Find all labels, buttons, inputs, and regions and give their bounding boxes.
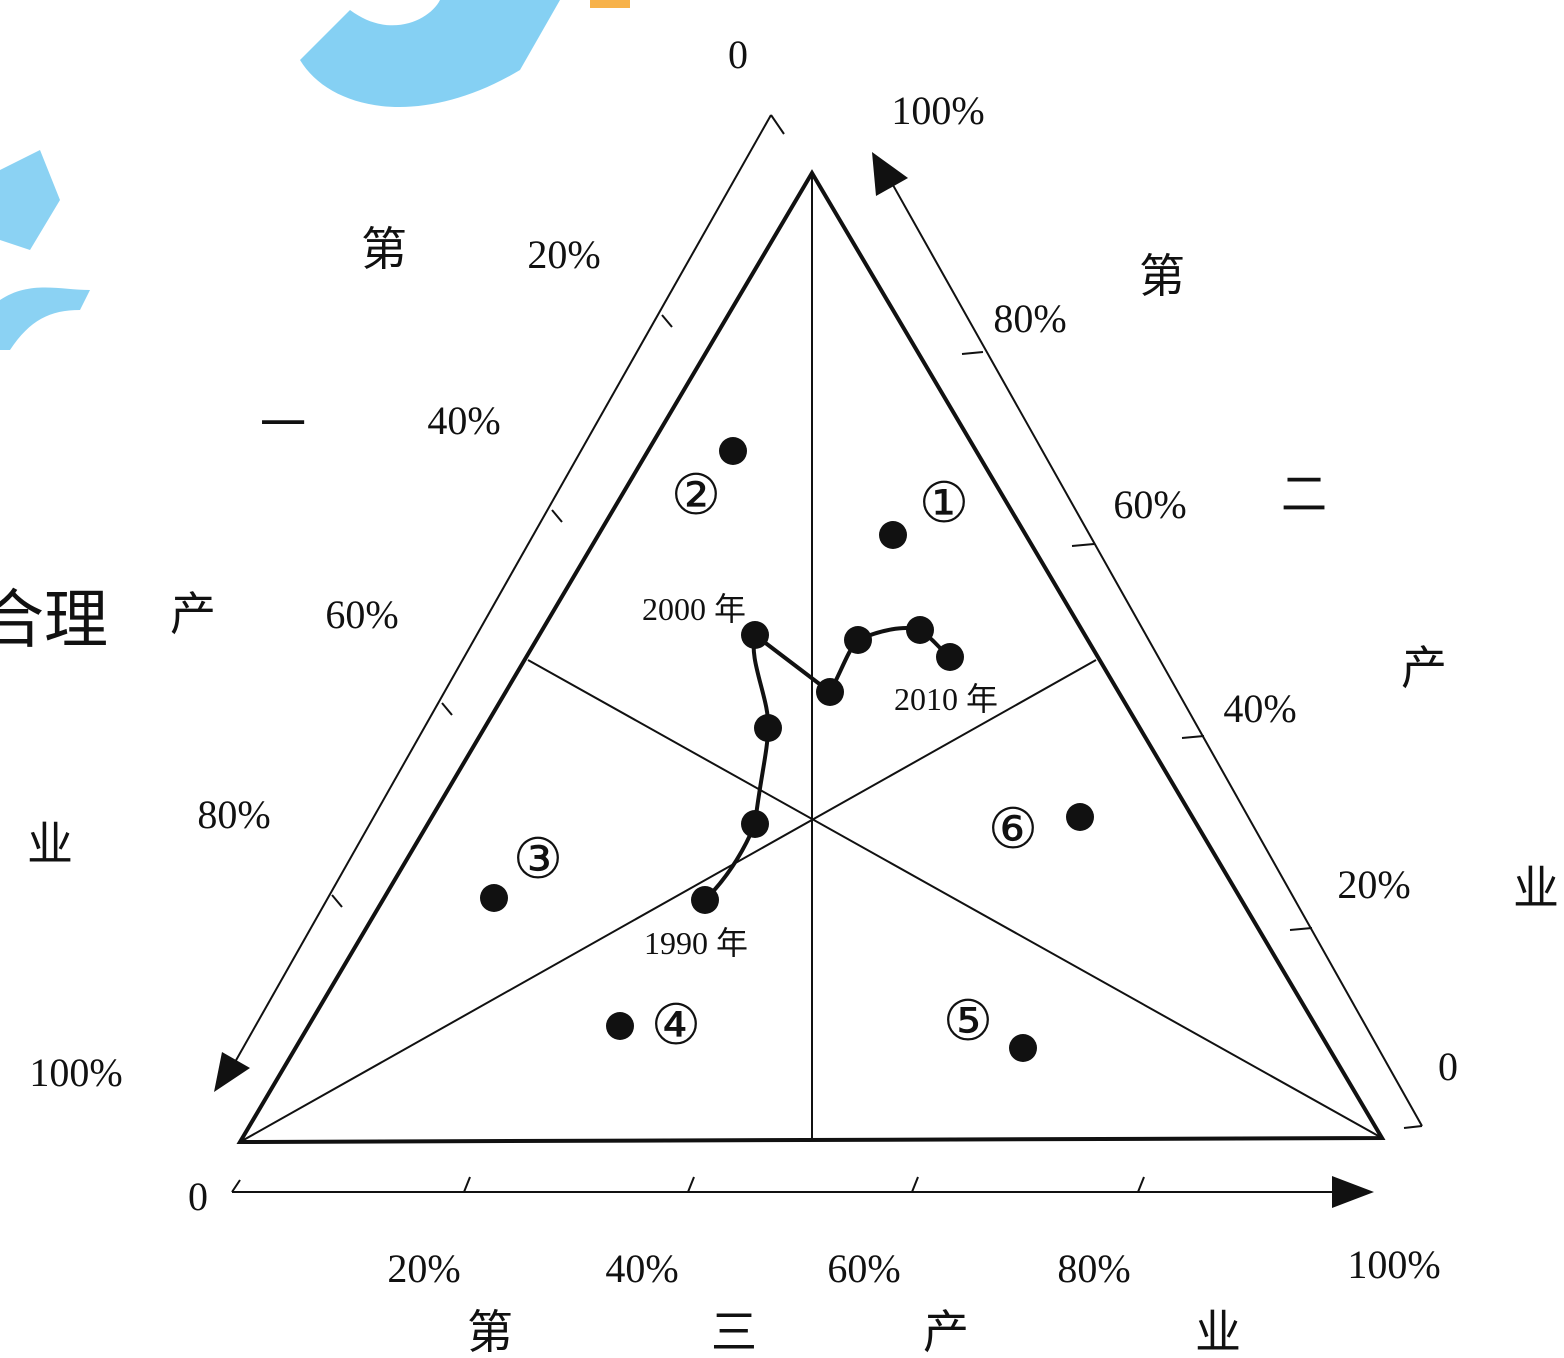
region-dot-3 — [480, 884, 508, 912]
bottom-axis-tick-60: 60% — [827, 1246, 900, 1291]
right-axis-tick-100: 100% — [891, 88, 984, 133]
left-axis-title-3: 产 — [170, 587, 216, 641]
region-label-6: ⑥ — [988, 799, 1038, 861]
right-axis — [880, 162, 1422, 1128]
right-axis-tick-80: 80% — [993, 296, 1066, 341]
region-dot-1 — [879, 521, 907, 549]
trajectory-point — [741, 810, 769, 838]
region-label-2: ② — [671, 465, 721, 527]
region-dot-6 — [1066, 803, 1094, 831]
left-axis-title-4: 业 — [27, 817, 73, 871]
right-axis-title-4: 业 — [1513, 861, 1559, 915]
region-label-1: ① — [919, 473, 969, 535]
trajectory-point — [906, 616, 934, 644]
left-axis-arrow-icon — [214, 1052, 250, 1092]
year-label-2010: 2010 年 — [894, 681, 998, 717]
left-axis-zero: 0 — [728, 32, 748, 77]
bottom-axis-title-4: 业 — [1195, 1305, 1241, 1358]
right-axis-arrow-icon — [872, 152, 908, 196]
bottom-axis-title-1: 第 — [467, 1305, 513, 1358]
region-dot-5 — [1009, 1034, 1037, 1062]
right-axis-tick-20: 20% — [1337, 862, 1410, 907]
left-axis-title-2: 一 — [260, 397, 306, 451]
region-markers: ① ② ③ ④ ⑤ ⑥ — [480, 437, 1094, 1062]
left-axis-tick-60: 60% — [325, 592, 398, 637]
trajectory-point — [691, 886, 719, 914]
bottom-axis-tick-20: 20% — [387, 1246, 460, 1291]
right-axis-tick-60: 60% — [1113, 482, 1186, 527]
right-axis-title-1: 第 — [1139, 249, 1185, 303]
left-axis-tick-40: 40% — [427, 398, 500, 443]
right-axis-zero: 0 — [1438, 1044, 1458, 1089]
bottom-axis-arrow-icon — [1332, 1176, 1374, 1208]
region-label-3: ③ — [513, 829, 563, 891]
trajectory-point — [754, 714, 782, 742]
region-dividers — [240, 175, 1382, 1142]
bottom-axis — [232, 1177, 1340, 1192]
left-axis-tick-80: 80% — [197, 792, 270, 837]
left-axis-tick-20: 20% — [527, 232, 600, 277]
right-axis-title-3: 产 — [1401, 641, 1447, 695]
watermark — [0, 0, 630, 350]
region-label-4: ④ — [651, 995, 701, 1057]
trajectory-point — [816, 678, 844, 706]
bottom-axis-title-2: 三 — [711, 1305, 757, 1358]
bottom-axis-zero: 0 — [188, 1174, 208, 1219]
right-axis-title-2: 二 — [1281, 467, 1327, 521]
region-dot-2 — [719, 437, 747, 465]
region-dot-4 — [606, 1012, 634, 1040]
year-label-2000: 2000 年 — [642, 591, 746, 627]
bottom-axis-tick-80: 80% — [1057, 1246, 1130, 1291]
trajectory-point — [936, 643, 964, 671]
trajectory: 1990 年 2000 年 2010 年 — [642, 591, 998, 961]
left-axis-title-1: 第 — [361, 222, 407, 276]
region-label-5: ⑤ — [943, 991, 993, 1053]
partial-text: 合理 — [0, 584, 108, 658]
bottom-axis-tick-40: 40% — [605, 1246, 678, 1291]
bottom-axis-title-3: 产 — [923, 1305, 969, 1358]
trajectory-point — [844, 626, 872, 654]
bottom-axis-tick-100: 100% — [1347, 1242, 1440, 1287]
right-axis-tick-40: 40% — [1223, 686, 1296, 731]
left-axis-tick-100: 100% — [29, 1050, 122, 1095]
year-label-1990: 1990 年 — [644, 925, 748, 961]
